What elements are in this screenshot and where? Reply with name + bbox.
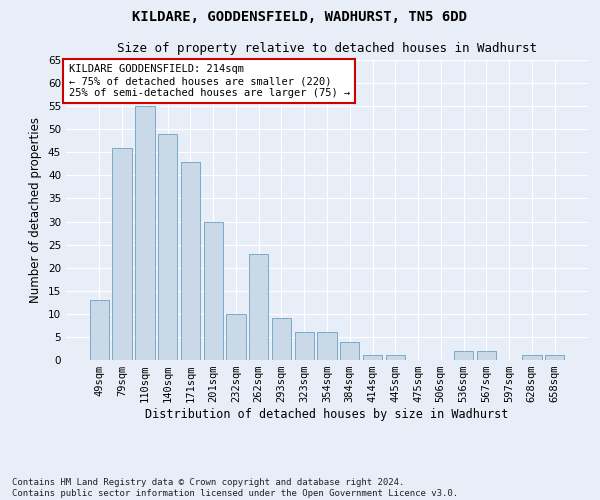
Bar [295,332,314,360]
Bar [545,356,564,360]
Bar [522,356,542,360]
Bar [249,254,268,360]
Bar [363,356,382,360]
Bar [272,318,291,360]
Title: Size of property relative to detached houses in Wadhurst: Size of property relative to detached ho… [117,42,537,54]
Bar [226,314,245,360]
Bar [158,134,178,360]
Bar [203,222,223,360]
Text: Contains HM Land Registry data © Crown copyright and database right 2024.
Contai: Contains HM Land Registry data © Crown c… [12,478,458,498]
Text: KILDARE GODDENSFIELD: 214sqm
← 75% of detached houses are smaller (220)
25% of s: KILDARE GODDENSFIELD: 214sqm ← 75% of de… [68,64,350,98]
Bar [181,162,200,360]
Bar [386,356,405,360]
Bar [135,106,155,360]
Bar [112,148,132,360]
Text: KILDARE, GODDENSFIELD, WADHURST, TN5 6DD: KILDARE, GODDENSFIELD, WADHURST, TN5 6DD [133,10,467,24]
Bar [90,300,109,360]
Bar [476,351,496,360]
Bar [317,332,337,360]
Bar [454,351,473,360]
Y-axis label: Number of detached properties: Number of detached properties [29,117,43,303]
Bar [340,342,359,360]
X-axis label: Distribution of detached houses by size in Wadhurst: Distribution of detached houses by size … [145,408,509,421]
